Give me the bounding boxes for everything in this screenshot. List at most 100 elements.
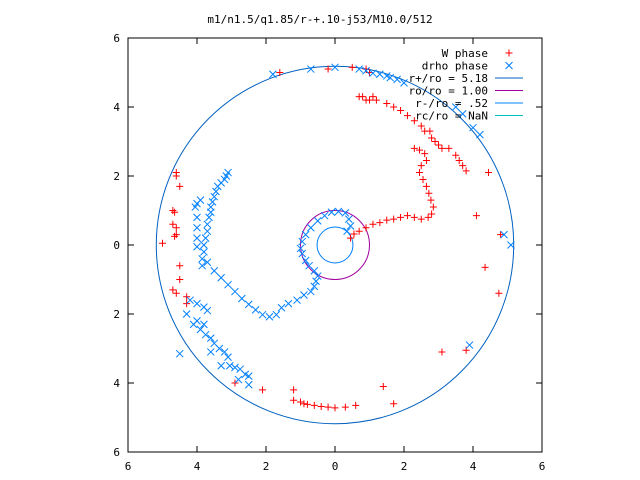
- w-phase-point: [431, 138, 439, 145]
- w-phase-point: [169, 207, 177, 214]
- legend-label: ro/ro = 1.00: [409, 85, 488, 98]
- drho-phase-point: [269, 70, 277, 79]
- w-phase-point: [159, 239, 166, 247]
- drho-phase-point: [400, 78, 408, 87]
- drho-phase-point: [296, 244, 305, 253]
- drho-phase-point: [212, 187, 220, 196]
- w-phase-point: [172, 231, 180, 239]
- y-tick-label: 2: [113, 170, 120, 183]
- drho-phase-point: [206, 348, 215, 356]
- drho-phase-point: [393, 75, 401, 84]
- drho-phase-point: [301, 256, 310, 265]
- w-phase-point: [417, 122, 425, 130]
- drho-phase-point: [231, 363, 239, 372]
- drho-phase-point: [193, 242, 201, 251]
- drho-phase-point: [182, 310, 191, 318]
- drho-phase-point: [458, 110, 467, 118]
- x-tick-label: 6: [539, 460, 546, 473]
- legend-marker: [505, 61, 513, 70]
- drho-phase-point: [451, 103, 460, 111]
- drho-phase-point: [334, 207, 343, 216]
- w-phase-point: [485, 169, 493, 177]
- drho-phase-point: [305, 261, 313, 270]
- drho-phase-point: [386, 73, 395, 82]
- w-phase-point: [341, 403, 349, 411]
- drho-phase-point: [244, 300, 253, 309]
- w-phase-point: [176, 182, 184, 190]
- w-phase-point: [497, 231, 505, 239]
- drho-phase-point: [465, 341, 474, 349]
- drho-phase-point: [369, 69, 377, 78]
- w-phase-point: [455, 156, 463, 164]
- drho-phase-point: [206, 334, 215, 343]
- drho-phase-point: [469, 123, 477, 132]
- w-phase-point: [459, 162, 467, 170]
- w-phase-point: [383, 216, 391, 224]
- drho-phase-point: [320, 211, 329, 220]
- w-phase-point: [397, 106, 405, 114]
- w-phase-point: [171, 232, 179, 240]
- w-phase-point: [410, 144, 418, 152]
- x-tick-label: 4: [470, 460, 477, 473]
- drho-phase-point: [298, 249, 307, 258]
- drho-phase-point: [201, 234, 210, 242]
- drho-phase-point: [213, 182, 222, 191]
- legend-label: drho phase: [422, 60, 488, 73]
- drho-phase-point: [346, 222, 355, 230]
- drho-phase-point: [193, 234, 201, 242]
- y-tick-label: 6: [113, 32, 120, 45]
- w-phase-point: [259, 386, 267, 394]
- w-phase-point: [419, 175, 427, 183]
- drho-phase-point: [198, 261, 207, 270]
- drho-phase-point: [300, 291, 308, 299]
- drho-phase-point: [277, 303, 286, 312]
- drho-phase-point: [272, 310, 281, 319]
- w-phase-point: [290, 386, 298, 394]
- w-phase-point: [276, 69, 284, 76]
- drho-phase-point: [203, 258, 212, 267]
- w-phase-point: [427, 196, 435, 204]
- w-phase-point: [462, 346, 470, 354]
- w-phase-point: [410, 213, 418, 221]
- drho-phase-point: [507, 241, 515, 249]
- w-phase-point: [452, 151, 460, 159]
- w-phase-point: [435, 141, 442, 149]
- drho-phase-point: [203, 227, 212, 236]
- drho-phase-point: [500, 230, 508, 239]
- w-phase-point: [331, 404, 339, 412]
- w-phase-point: [172, 172, 180, 180]
- w-phase-point: [416, 169, 424, 177]
- w-phase-point: [495, 289, 503, 297]
- w-phase-point: [290, 396, 298, 404]
- w-phase-point: [397, 213, 405, 221]
- circle-r--curve: [316, 226, 354, 264]
- w-phase-point: [438, 348, 446, 356]
- drho-phase-point: [284, 299, 293, 308]
- drho-phase-point: [193, 317, 201, 325]
- w-phase-point: [428, 210, 436, 218]
- w-phase-point: [300, 400, 308, 408]
- legend-label: W phase: [442, 47, 488, 60]
- w-phase-point: [390, 215, 398, 223]
- w-phase-point: [355, 227, 363, 235]
- drho-phase-point: [362, 66, 370, 75]
- w-phase-point: [359, 93, 367, 101]
- drho-phase-point: [186, 296, 194, 305]
- w-phase-point: [324, 403, 332, 411]
- w-phase-point: [366, 96, 373, 104]
- drho-phase-point: [244, 372, 253, 380]
- drho-phase-point: [306, 65, 315, 73]
- w-phase-point: [171, 208, 179, 216]
- w-phase-point: [422, 182, 430, 190]
- drho-phase-point: [234, 375, 243, 384]
- w-phase-point: [403, 112, 411, 120]
- w-phase-point: [425, 189, 433, 197]
- w-phase-point: [317, 402, 325, 410]
- drho-phase-point: [301, 230, 310, 239]
- w-phase-point: [169, 286, 177, 294]
- drho-phase-point: [312, 277, 320, 286]
- w-phase-point: [390, 400, 398, 408]
- w-phase-point: [481, 263, 489, 271]
